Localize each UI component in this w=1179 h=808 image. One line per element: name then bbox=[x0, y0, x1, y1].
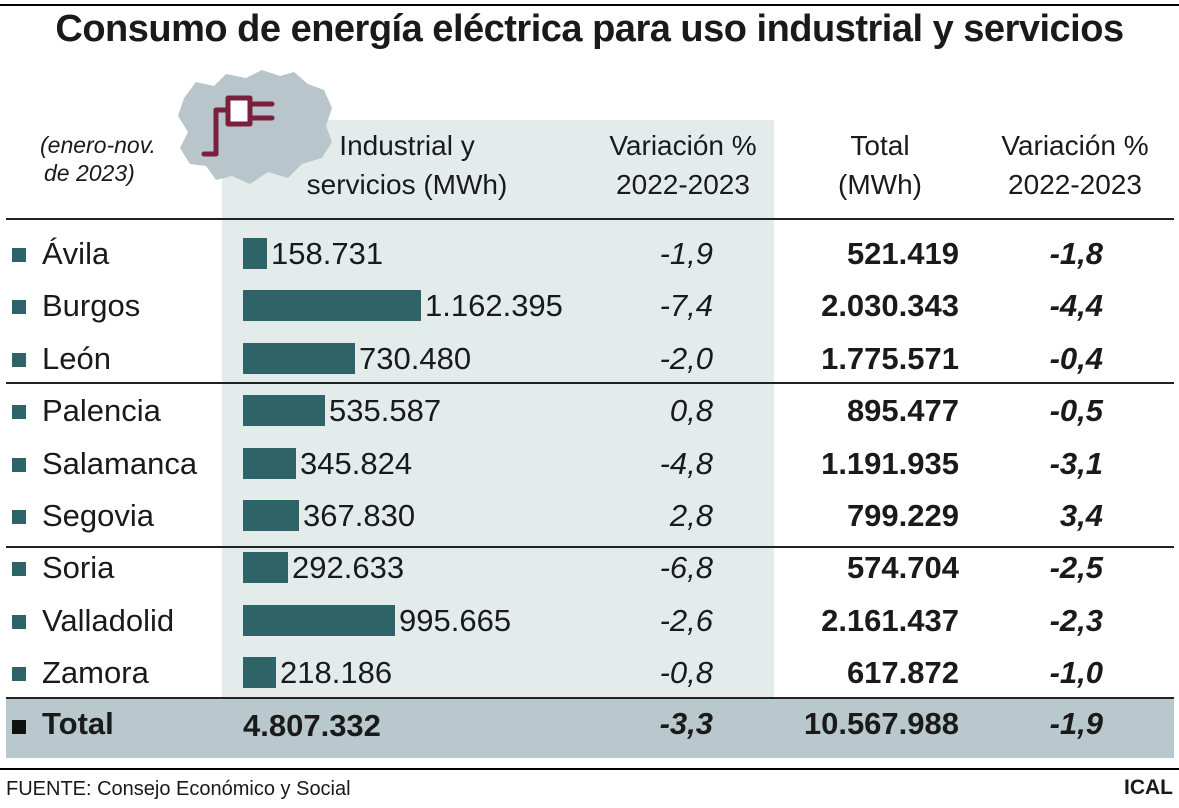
industrial-bar bbox=[243, 657, 276, 688]
industrial-bar bbox=[243, 343, 355, 374]
top-rule bbox=[0, 4, 1179, 6]
period-note-line2: de 2023) bbox=[44, 160, 135, 186]
industrial-value: 995.665 bbox=[399, 603, 512, 638]
industrial-bar bbox=[243, 500, 299, 531]
row-bullet bbox=[12, 458, 26, 472]
total-top-rule bbox=[6, 697, 1174, 699]
variation-industrial: -2,6 bbox=[659, 603, 713, 638]
row-bullet bbox=[12, 248, 26, 262]
variation-industrial: 0,8 bbox=[669, 393, 713, 428]
industrial-value: 218.186 bbox=[280, 655, 393, 690]
total-value: 2.030.343 bbox=[821, 288, 959, 323]
province-name: Burgos bbox=[42, 288, 141, 323]
header-var1-l2: 2022-2023 bbox=[616, 169, 750, 200]
row-bullet bbox=[12, 405, 26, 419]
plug-icon bbox=[201, 95, 275, 157]
total-value: 895.477 bbox=[846, 393, 959, 428]
industrial-value: 158.731 bbox=[271, 236, 384, 271]
variation-industrial: 2,8 bbox=[669, 498, 713, 533]
header-industrial-l1: Industrial y bbox=[339, 130, 475, 161]
header-total: Total (MWh) bbox=[780, 126, 980, 204]
header-industrial-l2: servicios (MWh) bbox=[306, 169, 508, 200]
total-value: 2.161.437 bbox=[821, 603, 959, 638]
variation-total: -0,4 bbox=[1049, 341, 1103, 376]
industrial-value: 535.587 bbox=[329, 393, 442, 428]
variation-total: -2,3 bbox=[1049, 603, 1103, 638]
group-rule-2 bbox=[6, 546, 1174, 548]
header-total-l2: (MWh) bbox=[838, 169, 922, 200]
industrial-value: 292.633 bbox=[292, 550, 405, 585]
industrial-bar bbox=[243, 552, 288, 583]
source-note: FUENTE: Consejo Económico y Social bbox=[6, 778, 351, 800]
variation-total: 3,4 bbox=[1059, 498, 1103, 533]
header-var1-l1: Variación % bbox=[609, 130, 757, 161]
total-value: 617.872 bbox=[846, 655, 959, 690]
industrial-value: 345.824 bbox=[300, 446, 413, 481]
industrial-bar bbox=[243, 605, 395, 636]
total-var-total: -1,9 bbox=[1049, 706, 1103, 741]
province-name: Valladolid bbox=[42, 603, 175, 638]
row-bullet bbox=[12, 615, 26, 629]
total-value: 799.229 bbox=[846, 498, 959, 533]
industrial-value: 367.830 bbox=[303, 498, 416, 533]
variation-total: -1,8 bbox=[1049, 236, 1103, 271]
brand-logo: ICAL bbox=[1124, 776, 1173, 799]
header-total-l1: Total bbox=[850, 130, 910, 161]
industrial-value: 1.162.395 bbox=[425, 288, 563, 323]
row-bullet bbox=[12, 300, 26, 314]
variation-total: -1,0 bbox=[1049, 655, 1103, 690]
row-bullet bbox=[12, 667, 26, 681]
total-var-industrial: -3,3 bbox=[659, 706, 713, 741]
industrial-bar bbox=[243, 238, 267, 269]
province-name: León bbox=[42, 341, 111, 376]
province-name: Palencia bbox=[42, 393, 161, 428]
row-bullet bbox=[12, 510, 26, 524]
header-var2-l1: Variación % bbox=[1001, 130, 1149, 161]
header-var2-l2: 2022-2023 bbox=[1008, 169, 1142, 200]
row-bullet bbox=[12, 562, 26, 576]
variation-total: -3,1 bbox=[1049, 446, 1103, 481]
variation-total: -2,5 bbox=[1049, 550, 1103, 585]
total-value: 574.704 bbox=[846, 550, 959, 585]
variation-industrial: -2,0 bbox=[659, 341, 713, 376]
period-note: (enero-nov. bbox=[40, 132, 156, 158]
total-total: 10.567.988 bbox=[803, 706, 959, 741]
total-industrial: 4.807.332 bbox=[243, 708, 381, 743]
variation-total: -4,4 bbox=[1049, 288, 1103, 323]
industrial-value: 730.480 bbox=[359, 341, 472, 376]
industrial-bar bbox=[243, 395, 325, 426]
chart-title: Consumo de energía eléctrica para uso in… bbox=[55, 8, 1124, 50]
province-name: Zamora bbox=[42, 655, 149, 690]
variation-industrial: -4,8 bbox=[659, 446, 713, 481]
province-name: Ávila bbox=[42, 236, 110, 271]
total-label: Total bbox=[42, 706, 114, 741]
variation-industrial: -6,8 bbox=[659, 550, 713, 585]
total-band bbox=[6, 698, 1174, 758]
header-variation-total: Variación % 2022-2023 bbox=[975, 126, 1175, 204]
province-name: Soria bbox=[42, 550, 115, 585]
castilla-y-leon-map-icon bbox=[178, 70, 332, 184]
variation-industrial: -7,4 bbox=[659, 288, 713, 323]
footer-rule bbox=[0, 768, 1179, 770]
province-name: Segovia bbox=[42, 498, 155, 533]
row-bullet bbox=[12, 353, 26, 367]
header-variation-industrial: Variación % 2022-2023 bbox=[583, 126, 783, 204]
header-rule bbox=[6, 218, 1174, 220]
industrial-bar bbox=[243, 290, 421, 321]
total-value: 521.419 bbox=[846, 236, 959, 271]
variation-industrial: -1,9 bbox=[659, 236, 713, 271]
province-name: Salamanca bbox=[42, 446, 198, 481]
variation-total: -0,5 bbox=[1049, 393, 1103, 428]
industrial-bar bbox=[243, 448, 296, 479]
group-rule-1 bbox=[6, 382, 1174, 384]
total-value: 1.775.571 bbox=[821, 341, 959, 376]
variation-industrial: -0,8 bbox=[659, 655, 713, 690]
total-bullet bbox=[12, 720, 26, 734]
total-value: 1.191.935 bbox=[821, 446, 959, 481]
header-industrial: Industrial y servicios (MWh) bbox=[262, 126, 552, 204]
